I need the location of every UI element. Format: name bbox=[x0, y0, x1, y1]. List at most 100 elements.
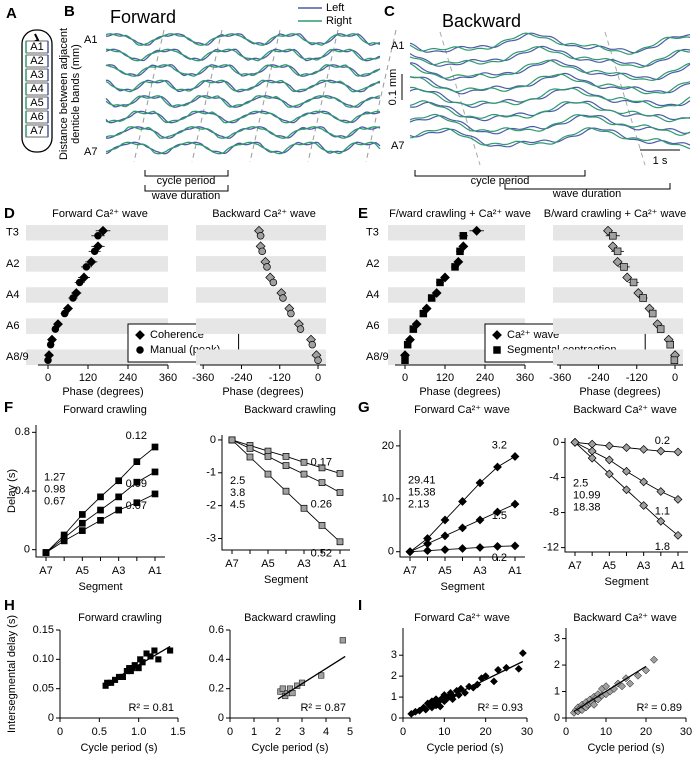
segment-label: A6 bbox=[30, 111, 43, 123]
segments: A1 A2 A3 A4 A5 A6 A7 bbox=[25, 40, 49, 138]
annotation: R² = 0.89 bbox=[636, 702, 682, 714]
y-tick-label: 10 bbox=[382, 493, 394, 505]
marker bbox=[458, 544, 467, 553]
x-tick-label: 240 bbox=[476, 372, 494, 384]
panel-label: I bbox=[358, 597, 362, 614]
period-label: 2.5 bbox=[230, 475, 245, 487]
x-tick-label: 30 bbox=[521, 726, 533, 738]
trace bbox=[409, 32, 691, 54]
period-label: 2.13 bbox=[408, 499, 429, 511]
marker bbox=[419, 309, 428, 318]
legend-label: Left bbox=[326, 2, 344, 14]
x-tick-label: 1 bbox=[251, 726, 257, 738]
row-label: A6 bbox=[6, 320, 19, 332]
marker bbox=[300, 458, 308, 466]
marker bbox=[613, 247, 622, 256]
marker bbox=[622, 485, 631, 495]
x-axis-label: Phase (degrees) bbox=[419, 386, 500, 398]
annotation: R² = 0.81 bbox=[128, 702, 174, 714]
marker bbox=[401, 356, 409, 364]
fit-line bbox=[102, 645, 171, 687]
y-tick-label: 0 bbox=[391, 712, 397, 724]
trace bbox=[105, 79, 381, 93]
slope-label: 0.17 bbox=[311, 456, 332, 468]
trace bbox=[409, 127, 691, 150]
row-label: T3 bbox=[6, 227, 19, 239]
period-label: 2.5 bbox=[573, 478, 588, 490]
panel-label: H bbox=[4, 597, 15, 614]
axes bbox=[221, 435, 350, 551]
trace bbox=[409, 100, 691, 123]
row-label: A1 bbox=[84, 34, 97, 46]
marker bbox=[409, 325, 418, 333]
x-tick-label: 0 bbox=[402, 372, 408, 384]
x-tick-label: A3 bbox=[112, 565, 125, 577]
marker bbox=[264, 470, 272, 478]
y-tick-label: -2 bbox=[206, 500, 216, 512]
marker bbox=[256, 232, 265, 240]
x-axis-label: Segment bbox=[264, 574, 308, 586]
marker bbox=[269, 278, 278, 287]
slope-label: 0.12 bbox=[126, 430, 147, 442]
y-tick-label: 1 bbox=[391, 691, 397, 703]
slope-label: 3.2 bbox=[492, 439, 507, 451]
x-tick-label: 30 bbox=[680, 726, 692, 738]
marker bbox=[60, 309, 69, 318]
y-tick-label: 0.4 bbox=[209, 653, 224, 665]
marker bbox=[318, 464, 326, 472]
y-tick-label: 2 bbox=[391, 670, 397, 682]
chart-title: Forward crawling bbox=[63, 404, 147, 416]
marker bbox=[456, 247, 464, 256]
row-band bbox=[553, 225, 683, 241]
legend-marker bbox=[492, 330, 502, 340]
marker bbox=[279, 685, 286, 692]
legend-label: Coherence bbox=[150, 329, 204, 341]
fit-line bbox=[410, 660, 524, 717]
bracket bbox=[144, 170, 229, 177]
marker bbox=[151, 468, 159, 476]
marker bbox=[339, 637, 346, 644]
x-tick-label: -120 bbox=[269, 372, 291, 384]
marker bbox=[458, 497, 467, 506]
panel-label: G bbox=[358, 399, 370, 416]
trace bbox=[409, 127, 691, 148]
marker bbox=[298, 679, 306, 686]
trace bbox=[409, 45, 691, 67]
trace bbox=[409, 114, 691, 135]
marker bbox=[493, 542, 502, 551]
chart-title: Forward Ca²⁺ wave bbox=[52, 208, 148, 220]
marker bbox=[246, 445, 254, 452]
marker bbox=[471, 225, 482, 236]
marker bbox=[510, 541, 520, 551]
marker bbox=[405, 547, 415, 557]
marker bbox=[440, 531, 450, 541]
marker bbox=[287, 309, 295, 318]
x-axis-label: Segment bbox=[78, 581, 122, 593]
x-tick-label: A3 bbox=[473, 565, 486, 577]
x-tick-label: A5 bbox=[603, 560, 616, 572]
chart-title: Forward Ca²⁺ wave bbox=[414, 612, 510, 624]
marker bbox=[475, 478, 485, 488]
trace bbox=[409, 32, 691, 55]
x-tick-label: A3 bbox=[637, 560, 650, 572]
trace bbox=[105, 64, 381, 77]
marker bbox=[656, 325, 665, 333]
trace bbox=[105, 110, 381, 124]
marker bbox=[151, 443, 159, 451]
fit-line bbox=[573, 665, 647, 712]
marker bbox=[475, 543, 485, 552]
row-label: A6 bbox=[366, 320, 379, 332]
x-axis-label: Cycle period (s) bbox=[80, 742, 157, 754]
marker bbox=[650, 655, 658, 664]
x-axis-label: Phase (degrees) bbox=[579, 386, 660, 398]
y-tick-label: 0 bbox=[388, 546, 394, 558]
slope-label: 0.26 bbox=[311, 498, 332, 510]
legend-marker bbox=[136, 346, 144, 354]
y-tick-label: -12 bbox=[543, 542, 559, 554]
marker bbox=[436, 702, 445, 711]
x-tick-label: A5 bbox=[76, 565, 89, 577]
marker bbox=[318, 479, 326, 486]
marker bbox=[94, 232, 102, 240]
period-label: 10.99 bbox=[573, 490, 601, 502]
marker bbox=[44, 356, 52, 364]
